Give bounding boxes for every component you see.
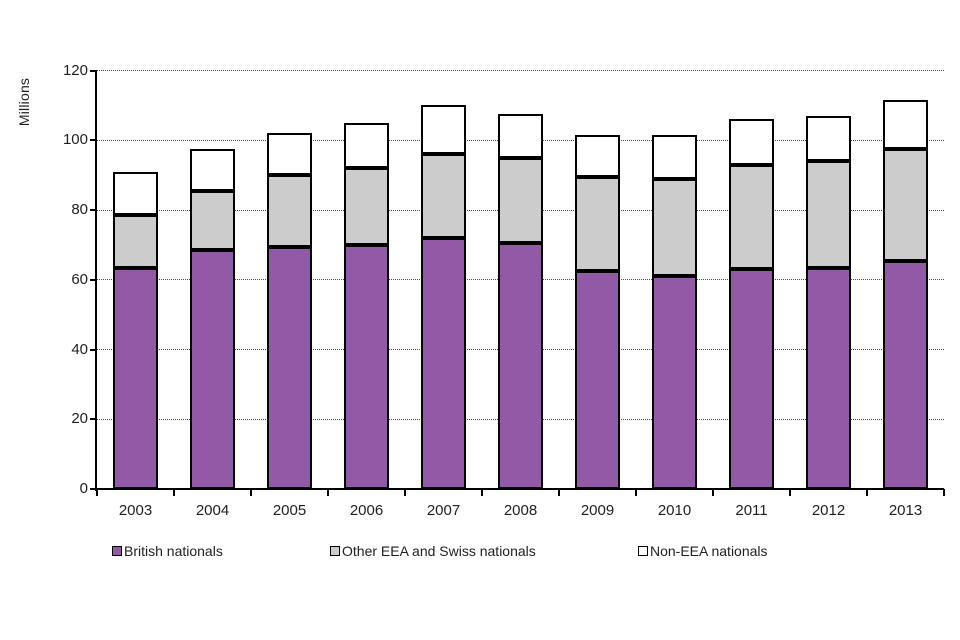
- y-tick-label-60: 60: [71, 270, 88, 288]
- x-axis-tick-1: [173, 489, 175, 496]
- bar-segment-non-eea-nationals-2004: [190, 148, 235, 191]
- bar-segment-non-eea-nationals-2011: [729, 119, 774, 165]
- y-tick-label-80: 80: [71, 201, 88, 218]
- bar-segment-other-eea-and-swiss-nationals-2007: [421, 154, 466, 238]
- bar-segment-british-nationals-2003: [113, 267, 158, 489]
- bar-segment-non-eea-nationals-2010: [652, 135, 697, 179]
- x-axis-tick-6: [558, 489, 560, 496]
- legend-swatch-british-nationals: [112, 546, 122, 556]
- x-tick-label-2013: 2013: [888, 502, 923, 519]
- x-axis-tick-7: [635, 489, 637, 496]
- y-axis-tick-60: [90, 278, 97, 281]
- y-axis-line: [95, 69, 97, 491]
- y-axis-tick-100: [90, 139, 97, 142]
- bar-segment-british-nationals-2005: [267, 246, 312, 489]
- bar-segment-other-eea-and-swiss-nationals-2006: [344, 168, 389, 245]
- y-axis-tick-120: [90, 69, 97, 72]
- bar-segment-other-eea-and-swiss-nationals-2003: [113, 215, 158, 268]
- bar-segment-non-eea-nationals-2007: [421, 105, 466, 155]
- x-tick-label-2010: 2010: [657, 502, 692, 519]
- y-tick-label-20: 20: [71, 410, 88, 428]
- x-tick-label-2006: 2006: [349, 502, 384, 519]
- legend-label-non-eea-nationals: Non-EEA nationals: [650, 543, 768, 559]
- y-tick-label-100: 100: [62, 131, 88, 149]
- bar-segment-british-nationals-2011: [729, 269, 774, 489]
- bar-segment-other-eea-and-swiss-nationals-2011: [729, 164, 774, 270]
- x-tick-label-2005: 2005: [272, 502, 307, 519]
- x-axis-line: [97, 488, 944, 490]
- legend-swatch-other-eea-swiss-nationals: [330, 546, 340, 556]
- x-tick-label-2003: 2003: [118, 502, 153, 519]
- bar-segment-british-nationals-2012: [806, 267, 851, 489]
- x-axis-tick-0: [96, 489, 98, 496]
- bar-segment-british-nationals-2004: [190, 250, 235, 489]
- x-tick-label-2011: 2011: [735, 502, 768, 519]
- bar-segment-other-eea-and-swiss-nationals-2005: [267, 175, 312, 247]
- bar-segment-british-nationals-2007: [421, 237, 466, 489]
- x-axis-tick-8: [712, 489, 714, 496]
- bar-segment-other-eea-and-swiss-nationals-2012: [806, 161, 851, 268]
- x-axis-tick-3: [327, 489, 329, 496]
- bar-segment-british-nationals-2009: [575, 271, 620, 489]
- x-tick-label-2009: 2009: [580, 502, 615, 519]
- x-tick-label-2008: 2008: [503, 502, 538, 519]
- y-tick-label-40: 40: [71, 340, 88, 358]
- bar-segment-non-eea-nationals-2013: [883, 100, 928, 149]
- bar-segment-non-eea-nationals-2012: [806, 115, 851, 162]
- x-axis-tick-9: [789, 489, 791, 496]
- bar-segment-non-eea-nationals-2009: [575, 135, 620, 177]
- bar-segment-non-eea-nationals-2005: [267, 133, 312, 176]
- x-axis-tick-11: [943, 489, 945, 496]
- legend-item-british-nationals: British nationals: [112, 544, 223, 558]
- legend-item-other-eea-swiss-nationals: Other EEA and Swiss nationals: [330, 544, 536, 558]
- x-axis-tick-4: [404, 489, 406, 496]
- gridline-120: [97, 70, 944, 71]
- x-tick-label-2007: 2007: [426, 502, 461, 519]
- legend-label-other-eea-swiss-nationals: Other EEA and Swiss nationals: [342, 543, 536, 559]
- x-tick-label-2012: 2012: [811, 502, 846, 519]
- bar-segment-british-nationals-2008: [498, 243, 543, 489]
- bar-segment-other-eea-and-swiss-nationals-2009: [575, 176, 620, 272]
- legend-item-non-eea-nationals: Non-EEA nationals: [638, 544, 768, 558]
- bar-segment-british-nationals-2010: [652, 276, 697, 489]
- bar-segment-british-nationals-2013: [883, 260, 928, 489]
- x-axis-tick-5: [481, 489, 483, 496]
- bar-segment-non-eea-nationals-2008: [498, 114, 543, 158]
- bar-segment-non-eea-nationals-2006: [344, 122, 389, 169]
- y-axis-tick-80: [90, 209, 97, 211]
- bar-segment-other-eea-and-swiss-nationals-2010: [652, 178, 697, 277]
- bar-segment-other-eea-and-swiss-nationals-2008: [498, 157, 543, 244]
- y-axis-tick-40: [90, 348, 97, 351]
- bar-segment-other-eea-and-swiss-nationals-2004: [190, 190, 235, 251]
- y-tick-label-120: 120: [62, 61, 88, 79]
- bar-segment-other-eea-and-swiss-nationals-2013: [883, 148, 928, 261]
- bar-segment-non-eea-nationals-2003: [113, 171, 158, 216]
- y-tick-label-0: 0: [79, 480, 88, 497]
- x-axis-tick-10: [866, 489, 868, 496]
- y-axis-tick-0: [90, 488, 97, 490]
- y-axis-title: Millions: [16, 77, 32, 127]
- x-tick-label-2004: 2004: [195, 502, 230, 519]
- legend-swatch-non-eea-nationals: [638, 546, 648, 556]
- legend-label-british-nationals: British nationals: [124, 543, 223, 559]
- y-axis-tick-20: [90, 418, 97, 421]
- bar-segment-british-nationals-2006: [344, 244, 389, 489]
- x-axis-tick-2: [250, 489, 252, 496]
